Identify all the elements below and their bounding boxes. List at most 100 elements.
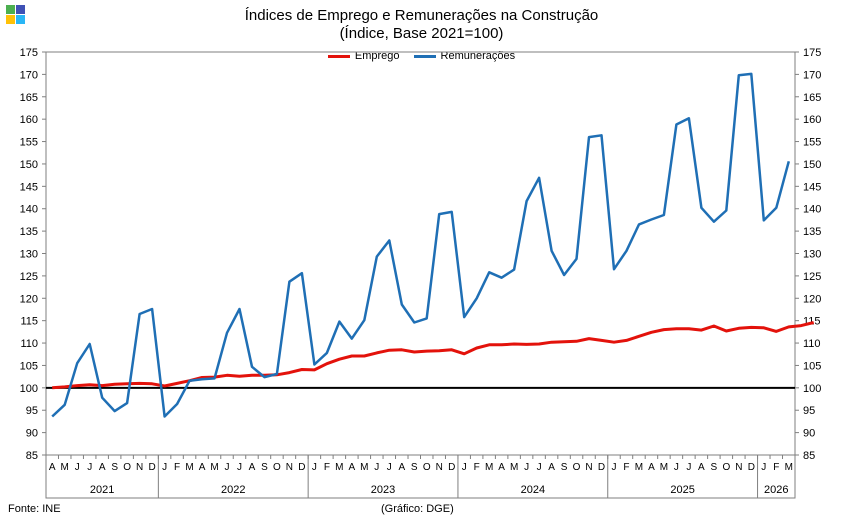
x-month-label: M bbox=[785, 462, 793, 473]
series-line-remuneracoes bbox=[51, 72, 791, 418]
y-tick-label-left: 145 bbox=[20, 181, 38, 193]
x-month-label: J bbox=[524, 462, 529, 473]
x-year-label: 2021 bbox=[90, 484, 114, 496]
y-tick-label-left: 150 bbox=[20, 159, 38, 171]
logo-square-3 bbox=[6, 15, 15, 24]
x-month-label: J bbox=[374, 462, 379, 473]
chart-title: Índices de Emprego e Remunerações na Con… bbox=[244, 7, 599, 24]
x-month-label: S bbox=[411, 462, 418, 473]
y-tick-label-right: 160 bbox=[803, 114, 821, 126]
x-month-label: D bbox=[298, 462, 305, 473]
x-month-label: J bbox=[237, 462, 242, 473]
x-month-label: J bbox=[462, 462, 467, 473]
chart-subtitle: (Índice, Base 2021=100) bbox=[339, 25, 504, 42]
logo-square-1 bbox=[6, 5, 15, 14]
series-line-emprego bbox=[52, 321, 815, 390]
y-tick-label-left: 155 bbox=[20, 137, 38, 149]
x-month-label: O bbox=[722, 462, 730, 473]
x-month-label: D bbox=[448, 462, 455, 473]
x-month-label: O bbox=[123, 462, 131, 473]
x-month-label: S bbox=[711, 462, 718, 473]
x-month-label: J bbox=[312, 462, 317, 473]
credit-note: (Gráfico: DGE) bbox=[381, 503, 454, 515]
y-tick-label-left: 115 bbox=[20, 316, 38, 328]
y-tick-label-right: 145 bbox=[803, 181, 821, 193]
x-month-label: A bbox=[698, 462, 705, 473]
x-month-label: N bbox=[136, 462, 143, 473]
x-month-label: N bbox=[286, 462, 293, 473]
y-tick-label-right: 155 bbox=[803, 137, 821, 149]
x-year-label: 2024 bbox=[521, 484, 545, 496]
y-tick-label-right: 85 bbox=[803, 450, 815, 462]
x-month-label: N bbox=[585, 462, 592, 473]
logo bbox=[6, 5, 26, 25]
x-month-label: O bbox=[423, 462, 431, 473]
x-month-label: A bbox=[398, 462, 405, 473]
y-tick-label-left: 170 bbox=[20, 69, 38, 81]
x-month-label: A bbox=[249, 462, 256, 473]
x-month-label: N bbox=[735, 462, 742, 473]
legend-item-emprego: Emprego bbox=[327, 50, 400, 62]
x-month-label: M bbox=[61, 462, 69, 473]
x-month-label: J bbox=[537, 462, 542, 473]
x-month-label: S bbox=[111, 462, 118, 473]
x-month-label: A bbox=[648, 462, 655, 473]
legend-swatch-remuneracoes bbox=[413, 54, 436, 58]
x-month-label: M bbox=[485, 462, 493, 473]
y-tick-label-right: 165 bbox=[803, 92, 821, 104]
y-tick-label-right: 140 bbox=[803, 204, 821, 216]
legend-label-emprego: Emprego bbox=[354, 50, 400, 62]
x-month-label: F bbox=[474, 462, 480, 473]
x-month-label: J bbox=[87, 462, 92, 473]
x-month-label: F bbox=[623, 462, 629, 473]
x-month-label: D bbox=[748, 462, 755, 473]
x-month-label: J bbox=[611, 462, 616, 473]
y-tick-label-right: 105 bbox=[803, 360, 821, 372]
x-year-label: 2023 bbox=[371, 484, 395, 496]
y-tick-label-right: 175 bbox=[803, 47, 821, 59]
y-tick-label-right: 100 bbox=[803, 383, 821, 395]
logo-square-4 bbox=[16, 15, 25, 24]
y-tick-label-right: 150 bbox=[803, 159, 821, 171]
x-month-label: O bbox=[573, 462, 581, 473]
y-tick-label-left: 165 bbox=[20, 92, 38, 104]
y-tick-label-right: 125 bbox=[803, 271, 821, 283]
y-tick-label-left: 140 bbox=[20, 204, 38, 216]
x-month-label: M bbox=[210, 462, 218, 473]
y-tick-label-left: 125 bbox=[20, 271, 38, 283]
y-tick-label-right: 90 bbox=[803, 428, 815, 440]
x-year-label: 2022 bbox=[221, 484, 245, 496]
x-month-label: J bbox=[75, 462, 80, 473]
x-month-label: S bbox=[261, 462, 268, 473]
y-tick-label-left: 135 bbox=[20, 226, 38, 238]
x-month-label: J bbox=[686, 462, 691, 473]
x-month-label: A bbox=[349, 462, 356, 473]
y-tick-label-left: 175 bbox=[20, 47, 38, 59]
y-tick-label-left: 90 bbox=[26, 428, 38, 440]
x-year-label: 2025 bbox=[670, 484, 694, 496]
x-month-label: F bbox=[324, 462, 330, 473]
y-tick-label-right: 170 bbox=[803, 69, 821, 81]
source-note: Fonte: INE bbox=[8, 503, 61, 515]
y-tick-label-left: 85 bbox=[26, 450, 38, 462]
x-year-label: 2026 bbox=[764, 484, 788, 496]
y-tick-label-right: 110 bbox=[803, 338, 821, 350]
x-month-label: N bbox=[436, 462, 443, 473]
legend-label-remuneracoes: Remunerações bbox=[440, 50, 516, 62]
x-month-label: M bbox=[360, 462, 368, 473]
x-month-label: S bbox=[561, 462, 568, 473]
y-tick-label-right: 135 bbox=[803, 226, 821, 238]
plot-frame bbox=[45, 51, 796, 499]
y-tick-label-left: 110 bbox=[20, 338, 38, 350]
y-tick-label-right: 130 bbox=[803, 249, 821, 261]
legend-swatch-emprego bbox=[327, 54, 350, 58]
x-month-label: D bbox=[598, 462, 605, 473]
x-month-label: M bbox=[510, 462, 518, 473]
legend: Emprego Remunerações bbox=[0, 50, 843, 62]
x-month-label: O bbox=[273, 462, 281, 473]
y-tick-label-left: 100 bbox=[20, 383, 38, 395]
x-month-label: A bbox=[199, 462, 206, 473]
x-month-label: A bbox=[49, 462, 56, 473]
x-month-label: M bbox=[335, 462, 343, 473]
